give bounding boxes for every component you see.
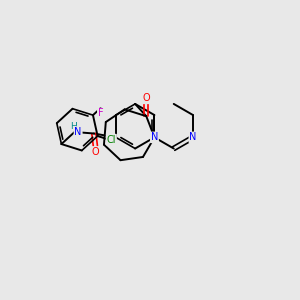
Text: Cl: Cl: [106, 135, 116, 145]
Text: N: N: [151, 132, 158, 142]
Text: N: N: [74, 127, 82, 137]
Text: H: H: [70, 122, 76, 130]
Text: F: F: [98, 109, 103, 118]
Text: N: N: [189, 132, 197, 142]
Text: O: O: [142, 93, 150, 103]
Text: O: O: [92, 147, 99, 157]
